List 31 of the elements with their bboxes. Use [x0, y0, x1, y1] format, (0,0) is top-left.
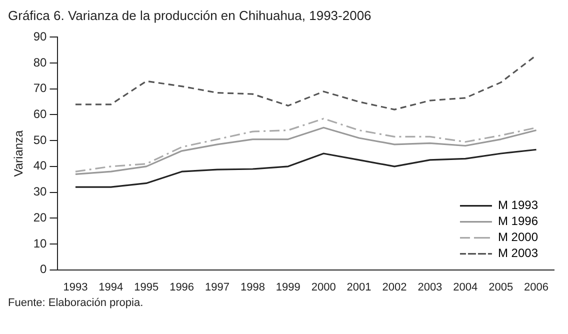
legend-label: M 1996 — [498, 214, 538, 228]
x-tick-label: 2005 — [488, 281, 514, 294]
y-tick-label: 50 — [33, 132, 48, 147]
legend-label: M 2000 — [498, 230, 538, 244]
x-tick-label: 2006 — [524, 281, 549, 294]
y-axis-title: Varianza — [12, 130, 26, 177]
chart-title: Gráfica 6. Varianza de la producción en Chihuahua, 1993-2006 — [8, 8, 372, 23]
y-tick-label: 20 — [33, 210, 48, 224]
x-tick-label: 2000 — [311, 281, 336, 294]
y-tick-label: 10 — [33, 236, 48, 250]
y-tick-label: 30 — [33, 184, 48, 199]
source-note: Fuente: Elaboración propia. — [8, 297, 144, 309]
y-tick-label: 0 — [40, 262, 48, 276]
x-tick-label: 2002 — [382, 281, 407, 294]
x-tick-label: 2004 — [453, 281, 478, 294]
x-tick-label: 1998 — [240, 281, 265, 294]
x-tick-label: 1997 — [205, 281, 230, 294]
y-tick-label: 60 — [33, 107, 48, 122]
x-tick-label: 2001 — [346, 281, 372, 294]
x-tick-label: 2003 — [418, 281, 442, 294]
y-tick-label: 70 — [33, 81, 48, 96]
x-tick-label: 1996 — [170, 281, 194, 294]
x-tick-label: 1994 — [98, 281, 124, 294]
x-tick-label: 1995 — [134, 281, 159, 294]
legend-label: M 1993 — [498, 198, 538, 212]
y-tick-label: 40 — [33, 158, 48, 173]
x-tick-label: 1993 — [63, 281, 88, 294]
x-tick-label: 1999 — [276, 281, 300, 294]
y-tick-label: 80 — [33, 55, 48, 70]
legend-label: M 2003 — [498, 246, 538, 260]
y-tick-label: 90 — [33, 30, 48, 44]
